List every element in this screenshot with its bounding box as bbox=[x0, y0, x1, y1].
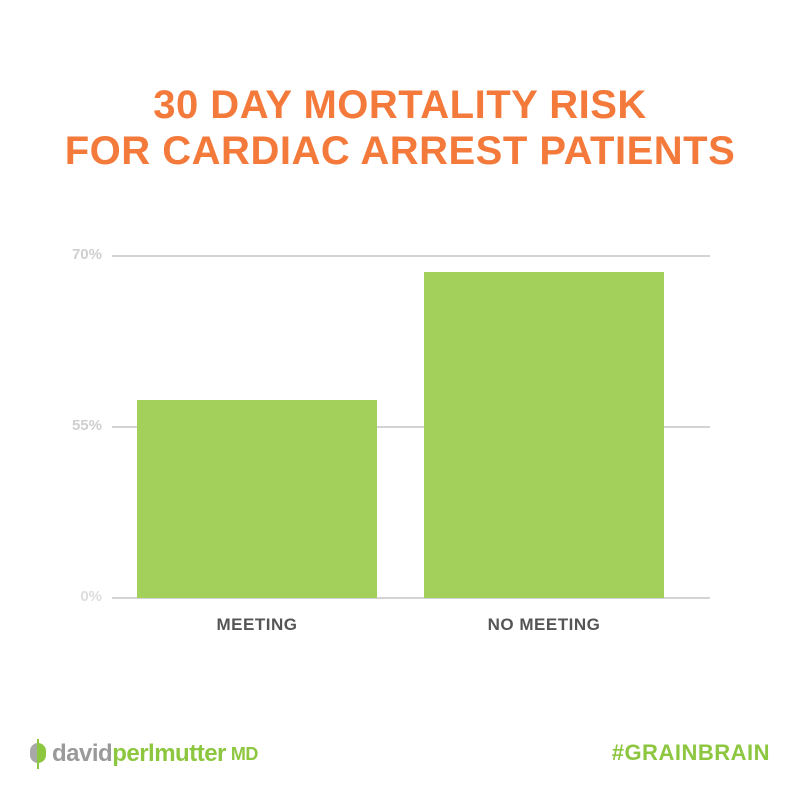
x-label-no-meeting: NO MEETING bbox=[487, 615, 601, 634]
x-label-meeting: MEETING bbox=[216, 615, 298, 634]
bar-meeting bbox=[137, 400, 377, 598]
gridline-0 bbox=[112, 597, 710, 599]
logo-text-david: david bbox=[52, 740, 113, 767]
leaf-icon bbox=[30, 739, 46, 769]
gridline-55 bbox=[112, 426, 710, 428]
y-tick-55: 55% bbox=[71, 417, 102, 434]
chart-title-line-1: 30 DAY MORTALITY RISK bbox=[153, 83, 647, 127]
brand-logo: david perlmutter MD bbox=[30, 738, 258, 770]
chart-title-line-2: FOR CARDIAC ARREST PATIENTS bbox=[64, 129, 736, 173]
gridline-70 bbox=[112, 255, 710, 257]
chart-title: 30 DAY MORTALITY RISK FOR CARDIAC ARREST… bbox=[0, 82, 800, 174]
bar-no-meeting bbox=[424, 272, 664, 598]
y-tick-70: 70% bbox=[71, 246, 102, 263]
y-tick-0: 0% bbox=[80, 588, 102, 605]
logo-text-perlmutter: perlmutter bbox=[112, 740, 226, 767]
hashtag: #GRAINBRAIN bbox=[611, 740, 770, 765]
logo-text-md: MD bbox=[230, 743, 259, 764]
